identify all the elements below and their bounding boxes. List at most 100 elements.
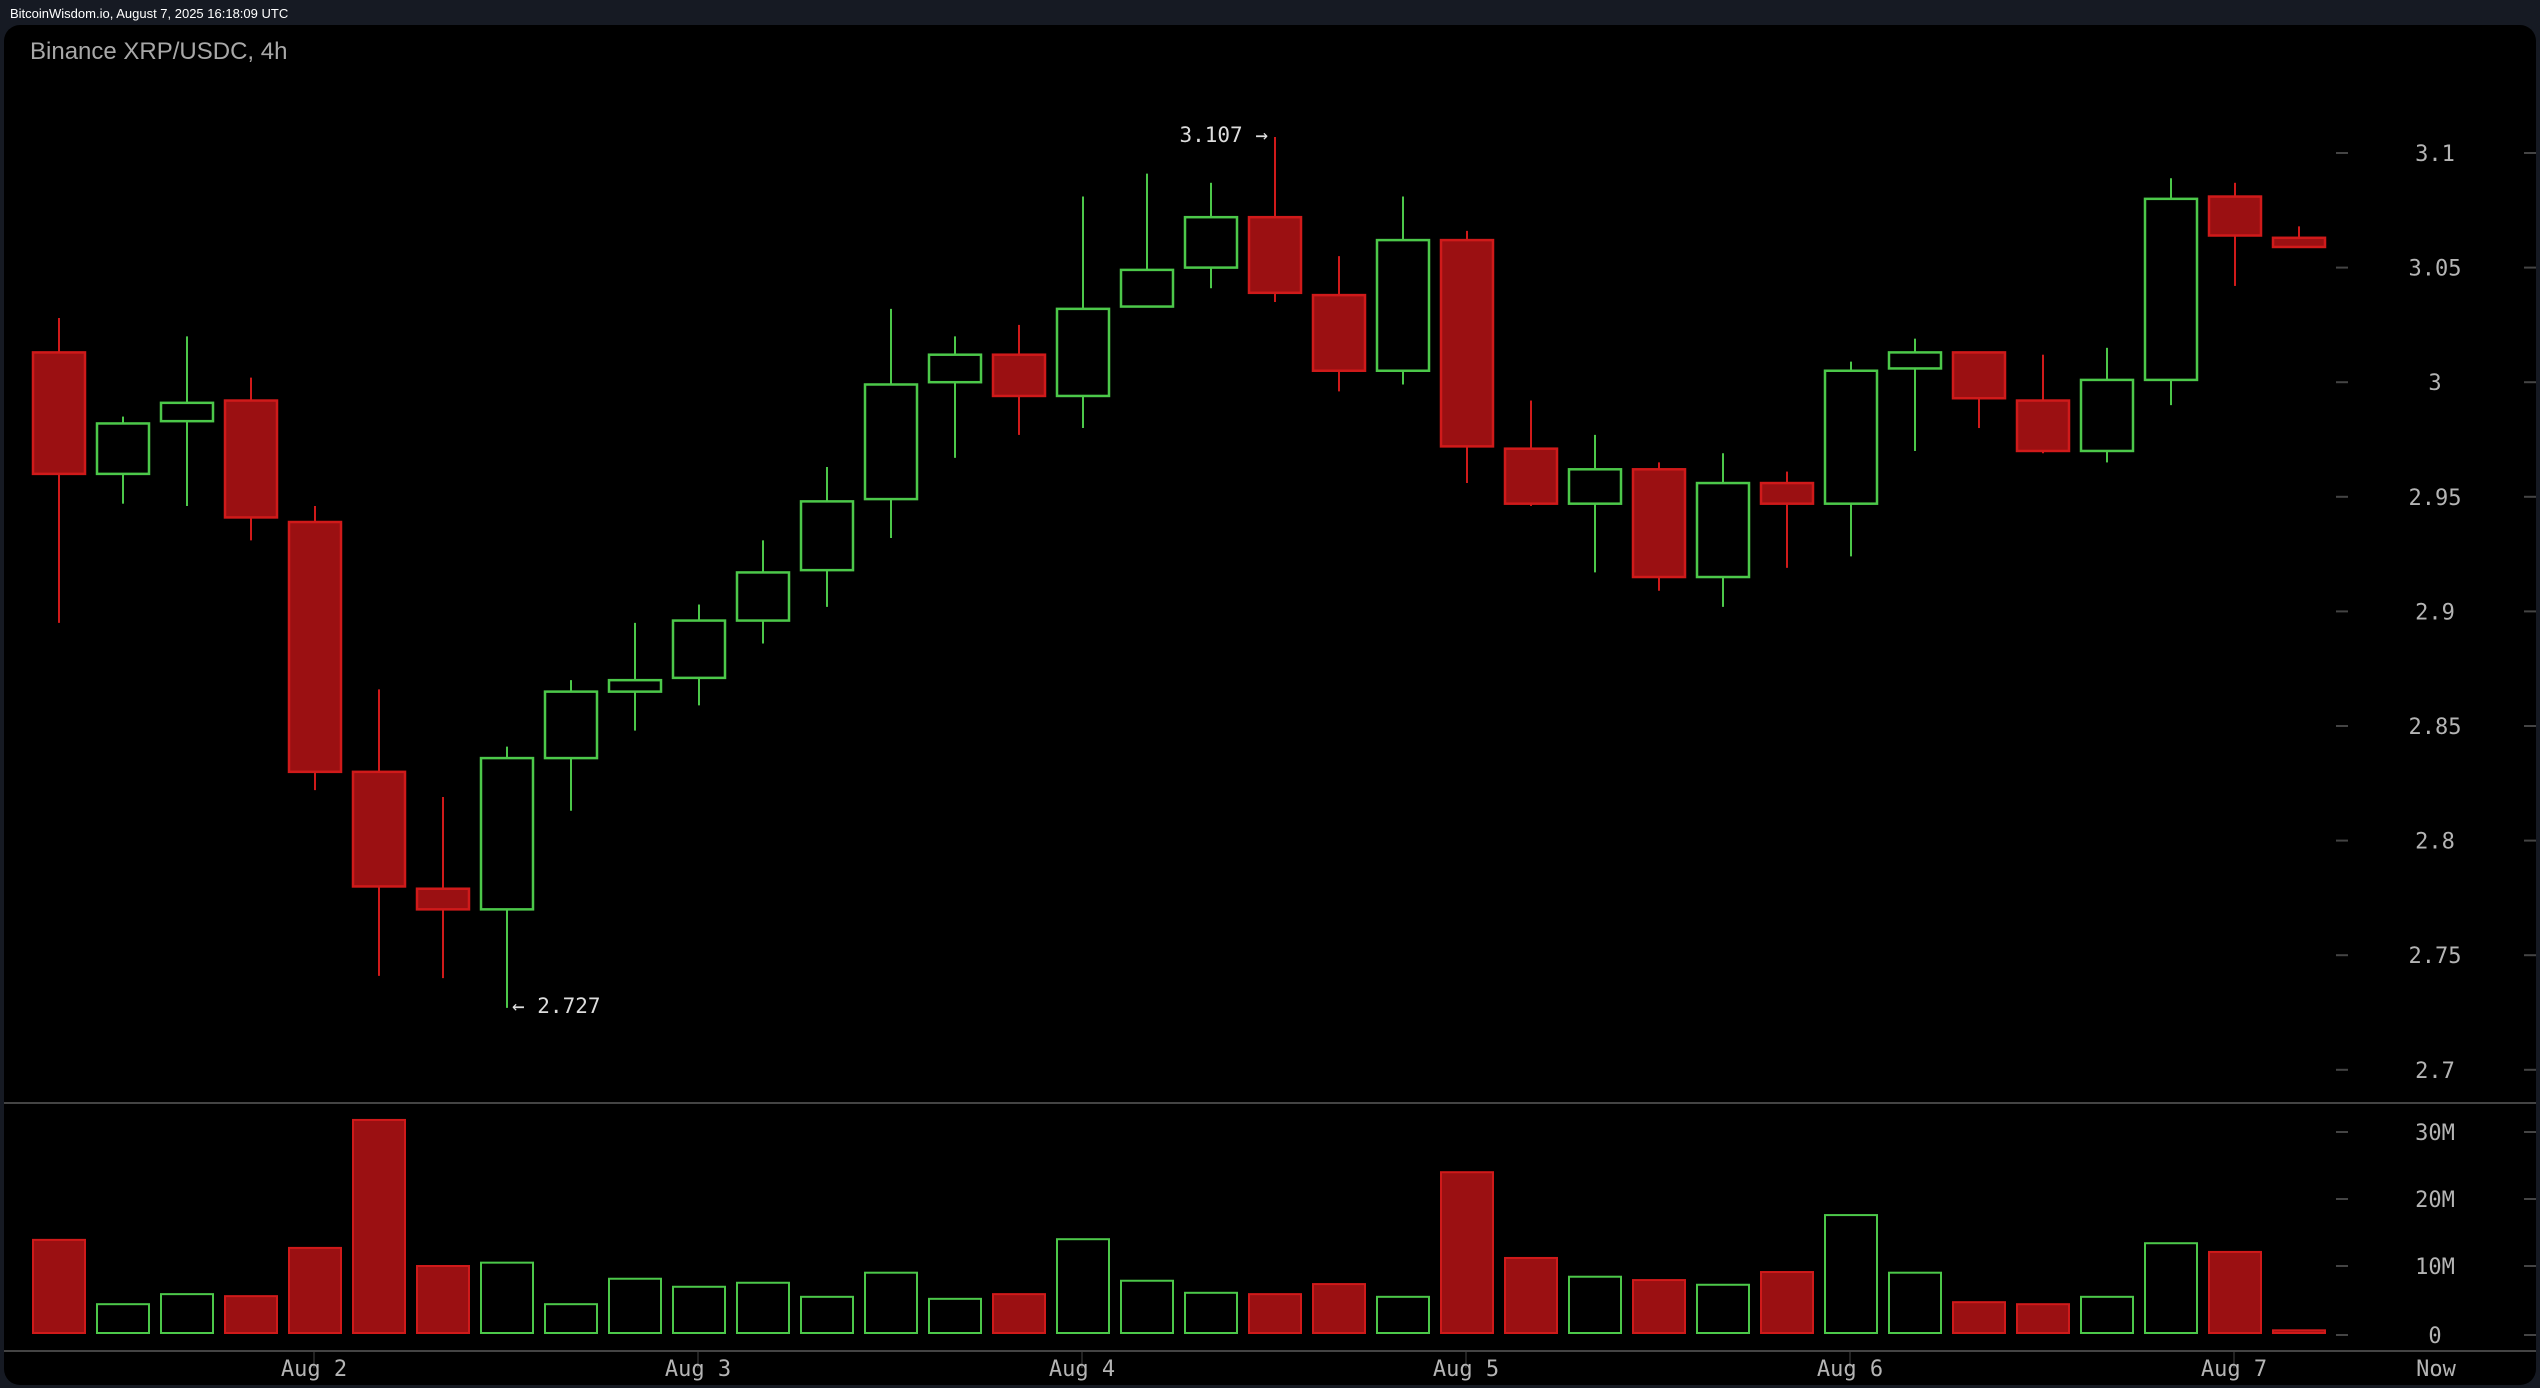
candle-down bbox=[2015, 354, 2071, 454]
candle-body bbox=[1503, 447, 1559, 505]
volume-bar-down bbox=[416, 1265, 470, 1334]
volume-bar-up bbox=[1056, 1238, 1110, 1334]
candle-body bbox=[159, 401, 215, 423]
volume-tick-label: 0 bbox=[2428, 1324, 2441, 1349]
volume-bar-down bbox=[32, 1238, 86, 1334]
candlestick-chart[interactable]: 3.1 3.05 3 2.95 2.9 2.85 2.8 2.75 2.7 30M 20M 10M 0… bbox=[4, 25, 2536, 1385]
candle-body bbox=[1311, 293, 1367, 372]
candle-up bbox=[159, 336, 215, 506]
candle-body bbox=[351, 770, 407, 888]
candle-up bbox=[1375, 196, 1431, 385]
candle-body bbox=[95, 422, 151, 476]
candle-down bbox=[223, 377, 279, 541]
candle-up bbox=[607, 622, 663, 731]
volume-bar-up bbox=[608, 1277, 662, 1334]
time-tick-label: Aug 2 bbox=[281, 1357, 347, 1382]
volume-bar-up bbox=[1184, 1291, 1238, 1335]
candle-body bbox=[607, 678, 663, 693]
candle-up bbox=[2143, 178, 2199, 406]
candle-body bbox=[1951, 351, 2007, 400]
volume-bar-up bbox=[480, 1261, 534, 1335]
price-tick-label: 3 bbox=[2428, 371, 2441, 396]
volume-bar-up bbox=[672, 1285, 726, 1335]
candle-down bbox=[415, 797, 471, 979]
candle-body bbox=[2015, 399, 2071, 453]
candle-up bbox=[2079, 347, 2135, 463]
volume-bar-down bbox=[1952, 1301, 2006, 1335]
candle-down bbox=[287, 505, 343, 791]
price-axis: 3.1 3.05 3 2.95 2.9 2.85 2.8 2.75 2.7 bbox=[2336, 142, 2536, 1084]
candle-body bbox=[287, 520, 343, 774]
volume-bar-down bbox=[288, 1246, 342, 1335]
volume-bar-up bbox=[2144, 1242, 2198, 1334]
candle-body bbox=[1823, 369, 1879, 505]
chart-panel: Binance XRP/USDC, 4h 3.1 3.05 3 2.95 2.9 2.85… bbox=[4, 25, 2536, 1385]
candle-up bbox=[1695, 453, 1751, 607]
volume-bar-up bbox=[1376, 1295, 1430, 1334]
candle-body bbox=[1887, 351, 1943, 370]
price-tick-label: 3.05 bbox=[2409, 257, 2462, 282]
price-tick-label: 2.95 bbox=[2409, 486, 2462, 511]
candle-body bbox=[1119, 268, 1175, 308]
volume-bars-layer bbox=[32, 1118, 2326, 1335]
price-tick-label: 2.85 bbox=[2409, 715, 2462, 740]
candle-down bbox=[31, 318, 87, 623]
time-tick-label: Aug 3 bbox=[665, 1357, 731, 1382]
volume-bar-up bbox=[1888, 1271, 1942, 1334]
low-price-annotation: ← 2.727 bbox=[512, 994, 601, 1018]
candle-body bbox=[1695, 481, 1751, 579]
source-timestamp: BitcoinWisdom.io, August 7, 2025 16:18:0… bbox=[10, 6, 289, 21]
volume-bar-up bbox=[1696, 1283, 1750, 1335]
candle-down bbox=[2207, 182, 2263, 286]
candle-up bbox=[927, 336, 983, 458]
price-tick-label: 2.75 bbox=[2409, 944, 2462, 969]
candle-up bbox=[1119, 173, 1175, 308]
time-now-label: Now bbox=[2416, 1357, 2456, 1382]
candle-body bbox=[2143, 197, 2199, 382]
volume-bar-down bbox=[1632, 1279, 1686, 1334]
candle-body bbox=[415, 887, 471, 911]
volume-bar-down bbox=[1248, 1293, 1302, 1335]
volume-bar-up bbox=[1120, 1279, 1174, 1334]
candle-body bbox=[1567, 468, 1623, 505]
candle-down bbox=[1311, 256, 1367, 392]
candle-body bbox=[2207, 195, 2263, 237]
candle-down bbox=[1439, 230, 1495, 484]
volume-axis: 30M 20M 10M 0 bbox=[2336, 1121, 2536, 1349]
candle-up bbox=[1567, 434, 1623, 573]
price-tick-label: 3.1 bbox=[2415, 142, 2455, 167]
candle-up bbox=[479, 746, 535, 1008]
time-tick-label: Aug 7 bbox=[2201, 1357, 2267, 1382]
volume-bar-up bbox=[800, 1295, 854, 1334]
high-price-annotation: 3.107 → bbox=[1179, 123, 1268, 147]
time-tick-label: Aug 6 bbox=[1817, 1357, 1883, 1382]
volume-bar-up bbox=[928, 1297, 982, 1334]
volume-bar-down bbox=[352, 1118, 406, 1334]
volume-bar-up bbox=[864, 1271, 918, 1334]
volume-tick-label: 30M bbox=[2415, 1121, 2455, 1146]
candles-layer bbox=[31, 136, 2327, 1008]
volume-tick-label: 20M bbox=[2415, 1188, 2455, 1213]
volume-bar-up bbox=[96, 1303, 150, 1334]
price-tick-label: 2.8 bbox=[2415, 830, 2455, 855]
candle-body bbox=[927, 353, 983, 384]
volume-tick-label: 10M bbox=[2415, 1255, 2455, 1280]
candle-up bbox=[1183, 182, 1239, 289]
volume-bar-down bbox=[1312, 1283, 1366, 1334]
time-axis: Aug 2 Aug 3 Aug 4 Aug 5 Aug 6 Aug 7 Now bbox=[281, 1352, 2457, 1382]
candle-up bbox=[1823, 361, 1879, 557]
volume-bar-up bbox=[544, 1303, 598, 1334]
candle-body bbox=[799, 500, 855, 572]
candle-body bbox=[2079, 378, 2135, 453]
volume-bar-down bbox=[2272, 1329, 2326, 1334]
candle-down bbox=[1759, 471, 1815, 568]
volume-bar-up bbox=[2080, 1295, 2134, 1334]
candle-down bbox=[1951, 351, 2007, 429]
candle-up bbox=[95, 416, 151, 504]
candle-down bbox=[351, 689, 407, 976]
volume-bar-up bbox=[1568, 1275, 1622, 1334]
candle-body bbox=[223, 399, 279, 519]
candle-body bbox=[1759, 481, 1815, 505]
candle-body bbox=[1375, 238, 1431, 372]
volume-bar-up bbox=[1824, 1214, 1878, 1334]
